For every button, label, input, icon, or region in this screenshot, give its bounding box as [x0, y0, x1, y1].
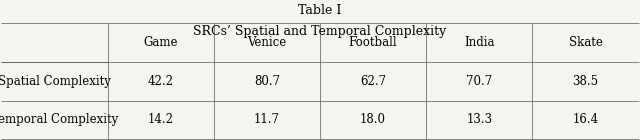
Text: SRCs’ Spatial and Temporal Complexity: SRCs’ Spatial and Temporal Complexity [193, 25, 447, 38]
Text: Table I: Table I [298, 4, 342, 17]
